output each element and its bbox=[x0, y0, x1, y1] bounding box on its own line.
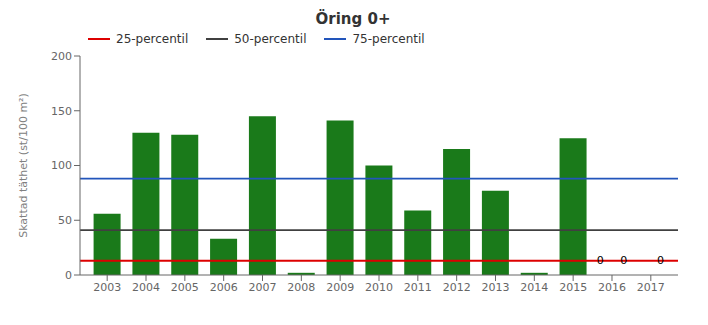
svg-text:2010: 2010 bbox=[365, 281, 393, 294]
svg-text:0: 0 bbox=[65, 269, 72, 282]
svg-text:150: 150 bbox=[51, 105, 72, 118]
svg-text:50: 50 bbox=[58, 214, 72, 227]
svg-text:2015: 2015 bbox=[559, 281, 587, 294]
svg-text:2003: 2003 bbox=[93, 281, 121, 294]
svg-text:2006: 2006 bbox=[210, 281, 238, 294]
svg-text:0: 0 bbox=[620, 254, 627, 267]
svg-text:2014: 2014 bbox=[520, 281, 548, 294]
svg-text:0: 0 bbox=[597, 254, 604, 267]
svg-text:2012: 2012 bbox=[443, 281, 471, 294]
svg-text:2013: 2013 bbox=[481, 281, 509, 294]
svg-text:2008: 2008 bbox=[287, 281, 315, 294]
html-text:Öring 0+: Öring 0+ bbox=[315, 10, 391, 28]
svg-text:100: 100 bbox=[51, 159, 72, 172]
html-text:75-percentil: 75-percentil bbox=[352, 32, 425, 46]
svg-text:200: 200 bbox=[51, 50, 72, 63]
svg-text:2005: 2005 bbox=[171, 281, 199, 294]
svg-text:2011: 2011 bbox=[404, 281, 432, 294]
svg-text:2016: 2016 bbox=[598, 281, 626, 294]
html-text:25-percentil: 25-percentil bbox=[116, 32, 189, 46]
svg-text:0: 0 bbox=[657, 254, 664, 267]
svg-text:2004: 2004 bbox=[132, 281, 160, 294]
svg-text:2009: 2009 bbox=[326, 281, 354, 294]
svg-text:Skattad täthet (st/100 m²): Skattad täthet (st/100 m²) bbox=[17, 93, 30, 238]
svg-text:2007: 2007 bbox=[249, 281, 277, 294]
svg-text:2017: 2017 bbox=[637, 281, 665, 294]
html-text:50-percentil: 50-percentil bbox=[234, 32, 307, 46]
